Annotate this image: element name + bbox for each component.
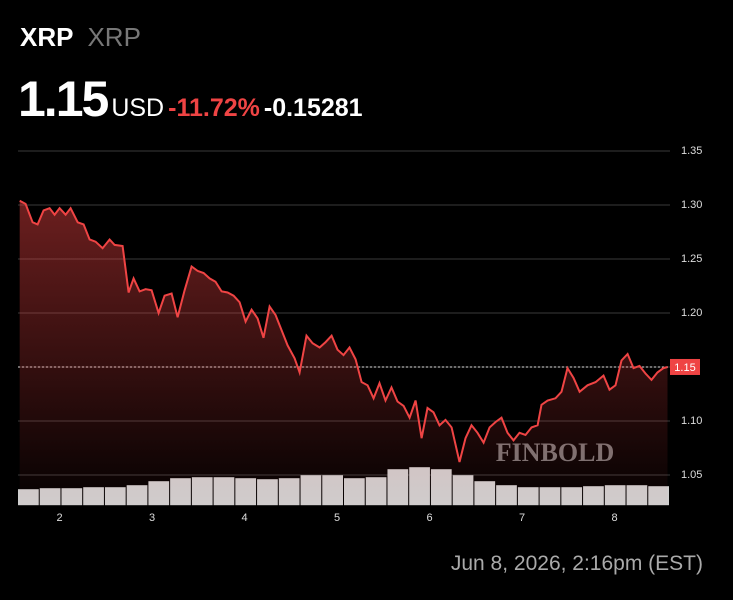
x-tick-label: 7 bbox=[519, 512, 525, 524]
x-tick-label: 5 bbox=[334, 512, 340, 524]
change-percent: -11.72% bbox=[168, 94, 260, 122]
x-tick-label: 2 bbox=[57, 512, 63, 524]
y-tick-label: 1.10 bbox=[681, 415, 702, 427]
x-tick-label: 8 bbox=[611, 512, 617, 524]
change: -0.15281 bbox=[263, 94, 363, 122]
y-tick-label: 1.25 bbox=[681, 253, 702, 265]
asset-name: XRP bbox=[87, 22, 141, 52]
y-tick-label: 1.35 bbox=[681, 145, 702, 157]
price-label-box bbox=[670, 358, 700, 375]
price: 1.15 bbox=[18, 71, 109, 127]
y-tick-label: 1.30 bbox=[681, 199, 702, 211]
timestamp: Jun 8, 2026, 2:16pm (EST) bbox=[450, 552, 703, 575]
y-tick-label: 1.20 bbox=[681, 307, 702, 319]
currency: USD bbox=[111, 94, 165, 122]
x-tick-label: 6 bbox=[426, 512, 432, 524]
header-row: XRP XRP bbox=[20, 22, 141, 53]
y-tick-label: 1.15 bbox=[674, 362, 695, 374]
line bbox=[19, 199, 668, 463]
x-tick-label: 4 bbox=[242, 512, 248, 524]
y-tick-label: 1.05 bbox=[681, 469, 702, 481]
chart: 1.351.301.251.201.151.101.05FINBOLD23456… bbox=[18, 145, 702, 524]
symbol: XRP bbox=[20, 22, 74, 52]
x-tick-label: 3 bbox=[149, 512, 155, 524]
price-row: 1.15 USD -11.72% -0.15281 bbox=[18, 70, 363, 128]
area bbox=[19, 200, 668, 506]
